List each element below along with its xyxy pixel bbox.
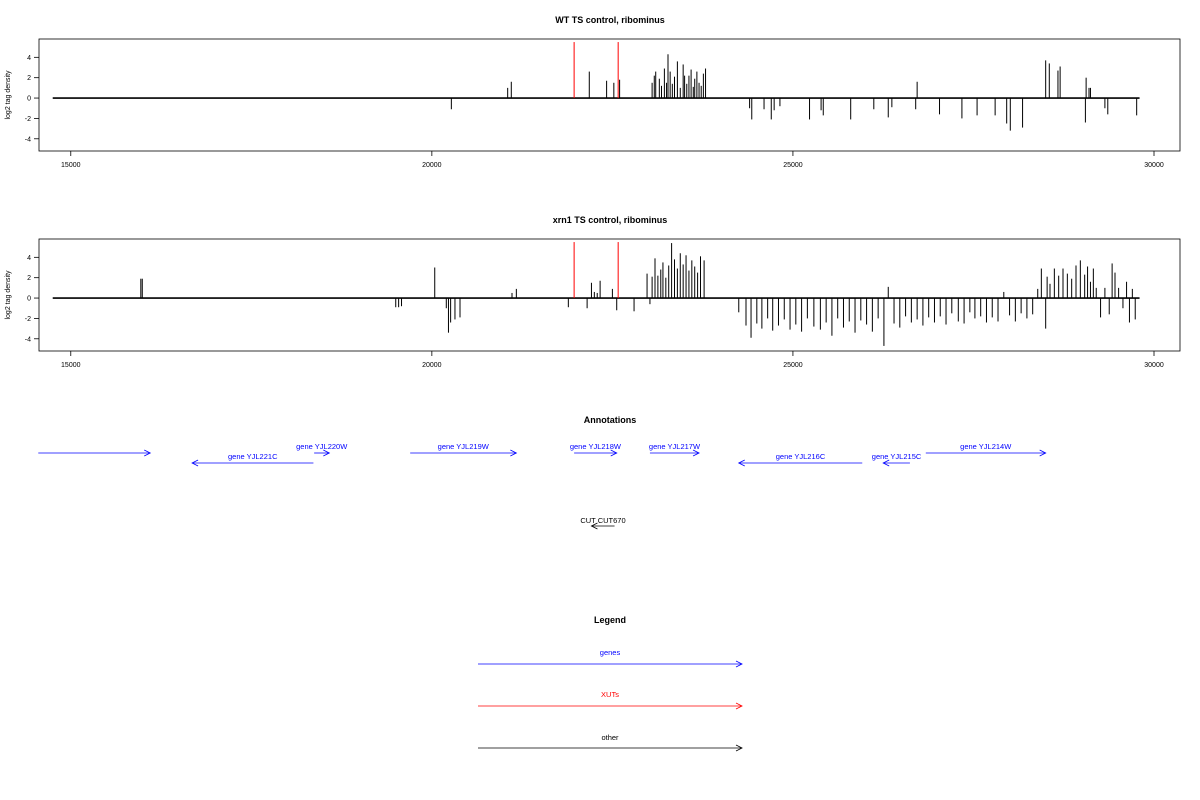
x-tick-label: 15000 (61, 162, 81, 169)
arrowhead-icon (692, 449, 700, 457)
arrowhead-icon (323, 449, 331, 457)
axis-ticks: 15000 20000 25000 30000 4 2 0 -2 -4 (25, 55, 1164, 169)
y-tick-label: 2 (27, 275, 31, 282)
arrowhead-icon (882, 459, 890, 467)
legend-item-xuts: XUTs (478, 690, 743, 710)
arrowhead-icon (1039, 449, 1047, 457)
y-axis-label: log2 tag density (5, 70, 12, 120)
feature-label: gene YJL218W (570, 442, 622, 451)
y-tick-label: -4 (25, 136, 31, 143)
legend-label-genes: genes (600, 648, 621, 657)
x-tick-label: 25000 (783, 362, 803, 369)
density-bars (52, 242, 1140, 346)
y-tick-label: -2 (25, 316, 31, 323)
legend-item-genes: genes (478, 648, 743, 668)
legend-title: Legend (594, 615, 626, 625)
x-tick-label: 20000 (422, 362, 442, 369)
arrowhead-icon (510, 449, 518, 457)
panel-title: WT TS control, ribominus (555, 15, 665, 25)
x-tick-label: 30000 (1144, 362, 1164, 369)
y-tick-label: 0 (27, 296, 31, 303)
xrn1-density-panel: xrn1 TS control, ribominus log2 tag dens… (5, 215, 1181, 369)
feature-label: gene YJL219W (438, 442, 490, 451)
feature-label: gene YJL221C (228, 452, 278, 461)
arrowhead-icon (191, 459, 199, 467)
arrowhead-icon (144, 449, 152, 457)
annotations-title: Annotations (584, 415, 637, 425)
feature-label: gene YJL216C (776, 452, 826, 461)
y-tick-label: 4 (27, 55, 31, 62)
wt-density-panel: WT TS control, ribominus log2 tag densit… (5, 15, 1181, 169)
feature-label: gene YJL217W (649, 442, 701, 451)
arrowhead-icon (737, 459, 745, 467)
arrowhead-icon (735, 702, 743, 710)
plot-frame (38, 38, 1181, 152)
x-tick-label: 25000 (783, 162, 803, 169)
legend-item-other: other (478, 733, 743, 752)
y-tick-label: 2 (27, 75, 31, 82)
feature-label: gene YJL220W (296, 442, 348, 451)
legend: Legend genes XUTs other (478, 615, 743, 752)
panel-title: xrn1 TS control, ribominus (553, 215, 668, 225)
arrowhead-icon (590, 522, 598, 530)
feature-label: CUT CUT670 (580, 516, 625, 525)
feature-label: gene YJL215C (872, 452, 922, 461)
x-tick-label: 30000 (1144, 162, 1164, 169)
arrowhead-icon (735, 744, 743, 752)
axis-ticks: 15000 20000 25000 30000 4 2 0 -2 -4 (25, 255, 1164, 369)
x-tick-label: 20000 (422, 162, 442, 169)
x-tick-label: 15000 (61, 362, 81, 369)
legend-label-other: other (601, 733, 619, 742)
density-bars (52, 42, 1140, 131)
y-tick-label: -4 (25, 336, 31, 343)
y-tick-label: 0 (27, 96, 31, 103)
legend-label-xuts: XUTs (601, 690, 619, 699)
y-axis-label: log2 tag density (5, 270, 12, 320)
y-tick-label: 4 (27, 255, 31, 262)
arrowhead-icon (610, 449, 618, 457)
feature-label: gene YJL214W (960, 442, 1012, 451)
plot-frame (38, 238, 1181, 352)
arrowhead-icon (735, 660, 743, 668)
y-tick-label: -2 (25, 116, 31, 123)
annotation-arrows: gene YJL220W gene YJL221C gene YJL219W gene… (38, 442, 1047, 530)
